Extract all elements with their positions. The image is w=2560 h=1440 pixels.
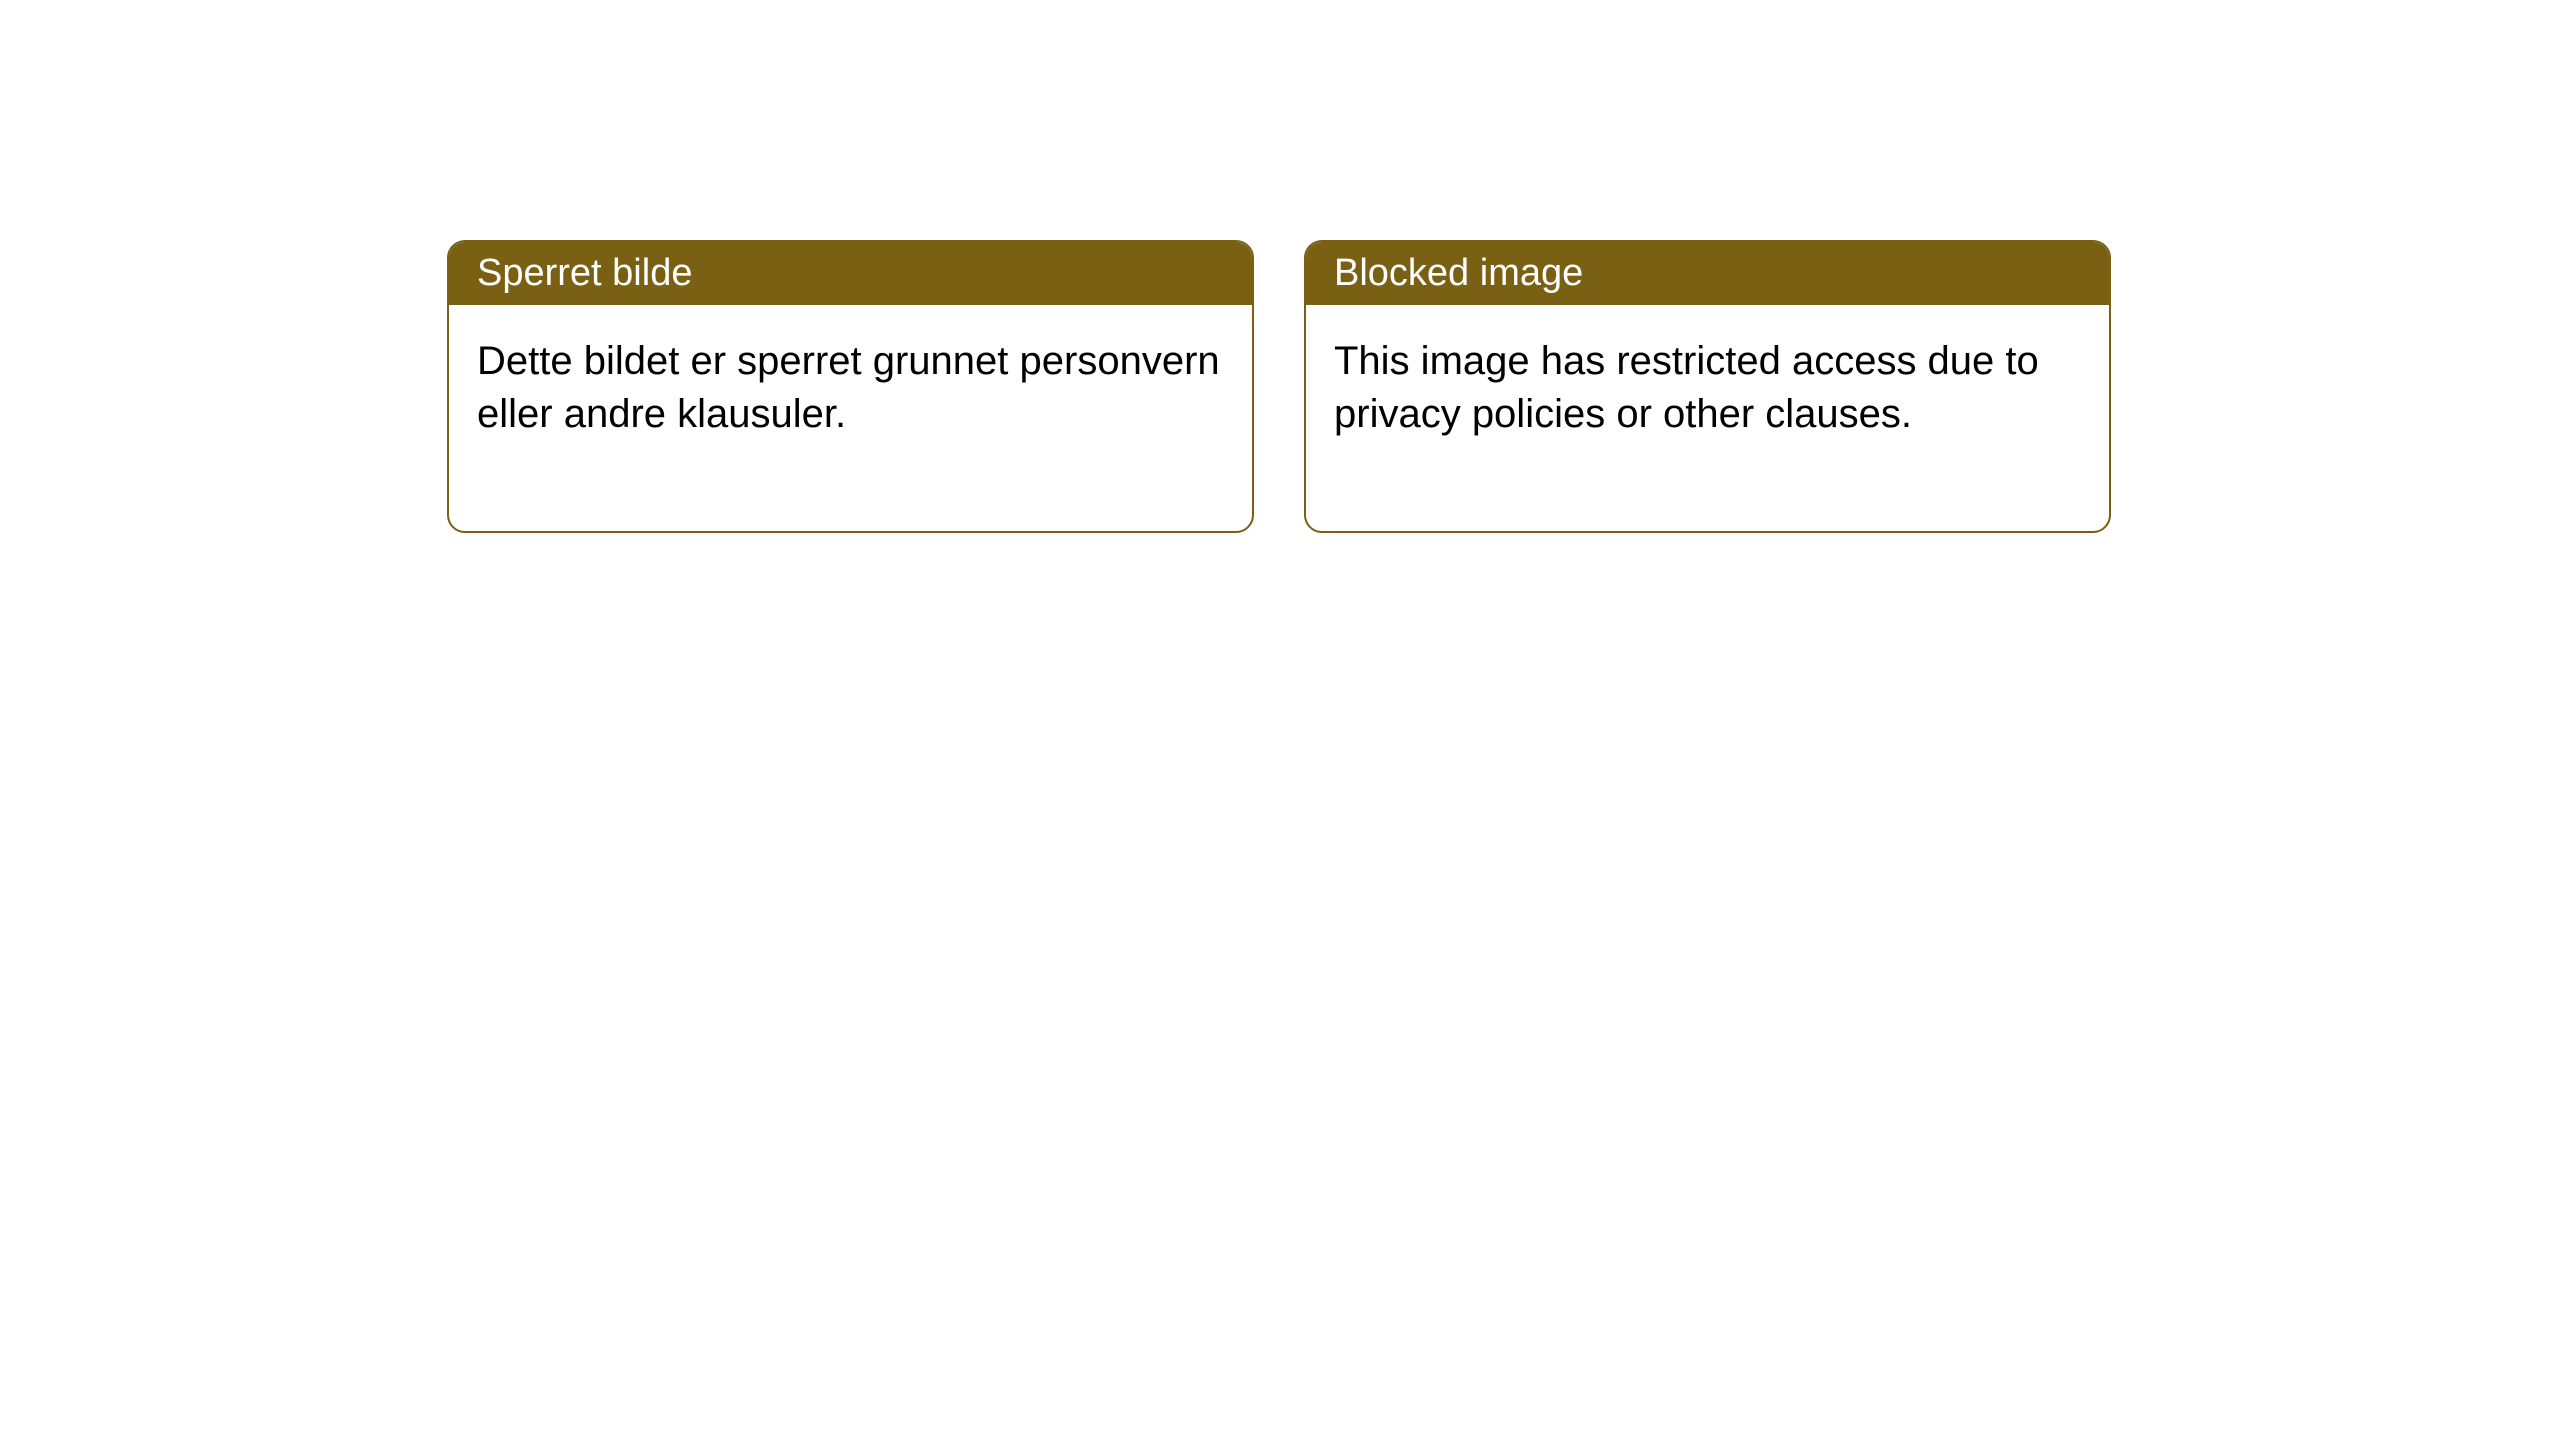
notice-card-norwegian: Sperret bilde Dette bildet er sperret gr… <box>447 240 1254 533</box>
notice-card-title: Blocked image <box>1306 242 2109 305</box>
notice-card-english: Blocked image This image has restricted … <box>1304 240 2111 533</box>
notice-card-title: Sperret bilde <box>449 242 1252 305</box>
notice-card-body: Dette bildet er sperret grunnet personve… <box>449 305 1252 531</box>
notice-cards-container: Sperret bilde Dette bildet er sperret gr… <box>0 0 2560 533</box>
notice-card-body: This image has restricted access due to … <box>1306 305 2109 531</box>
